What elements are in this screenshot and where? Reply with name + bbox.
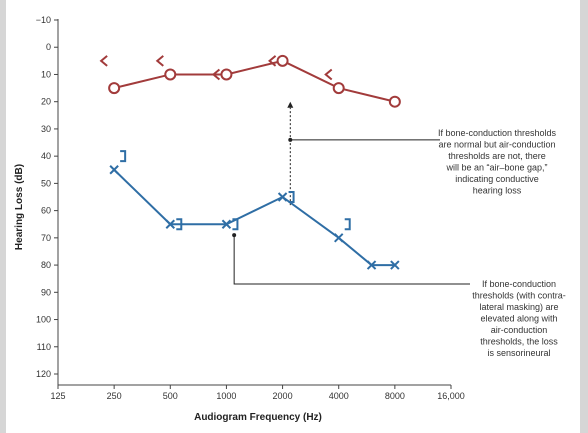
- air-conduction-right-point: [220, 68, 233, 81]
- air-conduction-left-point: [277, 192, 288, 202]
- annotation-2-text: is sensorineural: [487, 348, 550, 358]
- annotation-1-text: are normal but air-conduction: [438, 140, 555, 150]
- y-tick-label: 40: [41, 151, 51, 161]
- annotation-2-text: If bone-conduction: [482, 279, 556, 289]
- bone-conduction-left-point: [232, 218, 239, 231]
- y-tick-label: −10: [36, 15, 51, 25]
- air-conduction-left-point: [390, 260, 400, 270]
- x-tick-label: 4000: [329, 391, 349, 401]
- annotation-1-text: will be an “air–bone gap,”: [445, 163, 547, 173]
- air-conduction-right-line: [113, 59, 396, 103]
- x-tick-label: 500: [163, 391, 178, 401]
- y-tick-label: 110: [37, 342, 51, 352]
- bone-conduction-left-point: [120, 150, 127, 163]
- annotation-1-text: indicating conductive: [455, 174, 539, 184]
- y-axis-title: Hearing Loss (dB): [14, 164, 25, 250]
- y-tick-label: 80: [41, 260, 51, 270]
- x-axis-title: Audiogram Frequency (Hz): [194, 412, 322, 423]
- annotation-1-text: hearing loss: [473, 186, 522, 196]
- air-conduction-left-point: [221, 219, 232, 229]
- y-tick-label: 120: [36, 369, 51, 379]
- y-tick-label: 70: [41, 233, 51, 243]
- annotation-2-text: lateral masking) are: [479, 302, 558, 312]
- y-tick-label: 60: [41, 206, 51, 216]
- y-tick-label: 50: [41, 178, 51, 188]
- right-frame-border: [580, 0, 588, 433]
- bone-conduction-left-point: [288, 191, 295, 203]
- bone-conduction-right-point: [324, 68, 333, 81]
- bone-conduction-right-point: [155, 55, 164, 67]
- x-tick-label: 125: [50, 391, 65, 401]
- air-conduction-left-point: [165, 219, 175, 229]
- x-tick-label: 250: [107, 391, 122, 401]
- x-tick-label: 2000: [273, 391, 293, 401]
- bone-conduction-right-point: [268, 55, 277, 67]
- annotation-2-text: air-conduction: [491, 325, 548, 335]
- bone-conduction-left-point: [344, 218, 351, 231]
- y-tick-label: 30: [41, 124, 51, 134]
- air-conduction-left-point: [366, 260, 377, 270]
- y-tick-label: 90: [41, 287, 51, 297]
- air-conduction-left-line: [113, 169, 395, 267]
- bone-conduction-right-point: [99, 55, 108, 67]
- air-conduction-left-point: [109, 165, 119, 175]
- y-tick-label: 100: [36, 315, 51, 325]
- annotation-2-text: thresholds, the loss: [480, 337, 558, 347]
- air-conduction-right-point: [276, 54, 289, 67]
- air-bone-gap-arrowhead: [287, 101, 294, 108]
- y-tick-label: 0: [46, 42, 51, 52]
- annotation-2-text: thresholds (with contra-: [472, 291, 566, 301]
- annotation-1-text: thresholds are not, there: [448, 151, 546, 161]
- annotation-2-leader: [233, 235, 470, 285]
- air-conduction-right-point: [332, 82, 345, 95]
- x-tick-label: 16,000: [437, 391, 465, 401]
- bone-conduction-left-point: [176, 218, 183, 231]
- air-conduction-right-point: [164, 68, 177, 81]
- left-frame-border: [0, 0, 6, 433]
- y-tick-label: 20: [41, 97, 51, 107]
- air-conduction-right-point: [388, 95, 401, 108]
- air-conduction-right-point: [108, 82, 121, 95]
- bone-conduction-right-point: [211, 68, 221, 81]
- x-tick-label: 1000: [216, 391, 236, 401]
- x-tick-label: 8000: [385, 391, 405, 401]
- y-tick-label: 10: [41, 69, 51, 79]
- air-conduction-left-point: [334, 233, 344, 243]
- annotation-2-text: elevated along with: [480, 314, 557, 324]
- annotation-1-text: If bone-conduction thresholds: [438, 128, 557, 138]
